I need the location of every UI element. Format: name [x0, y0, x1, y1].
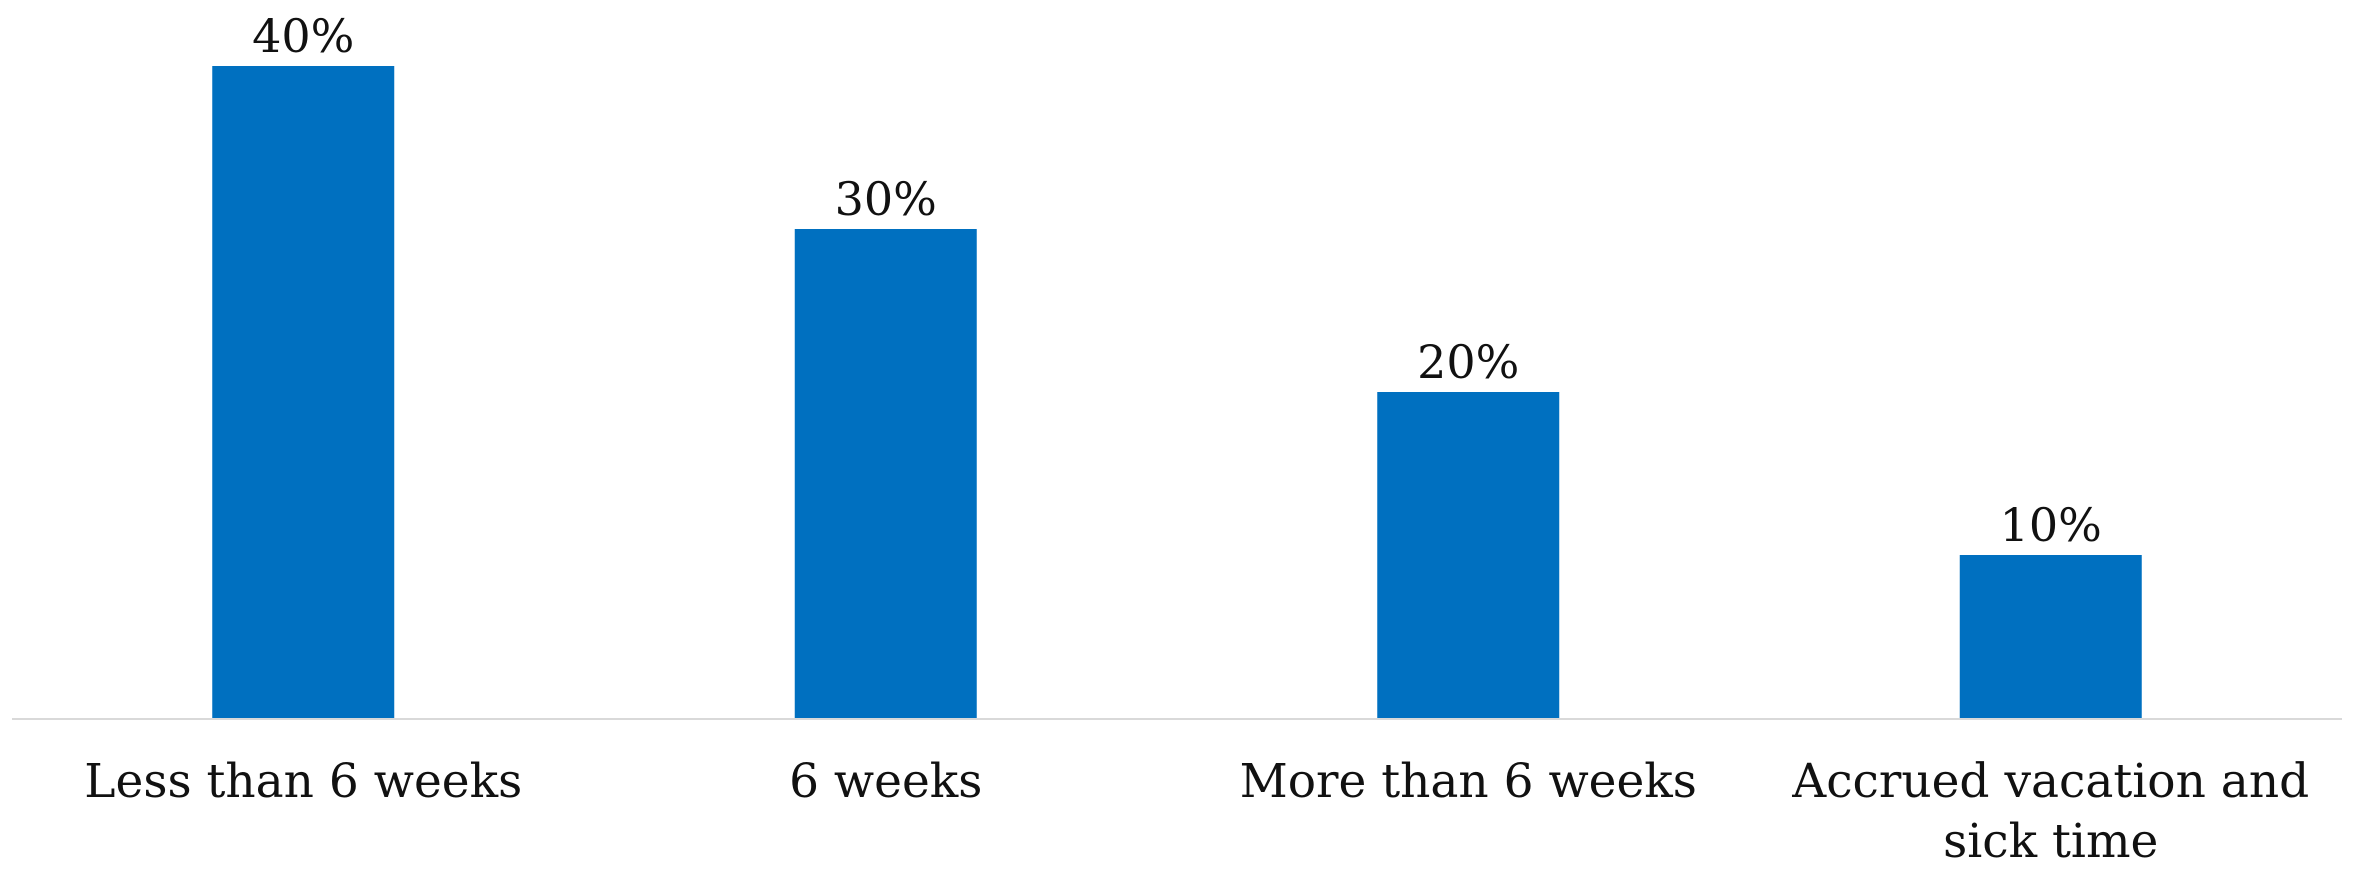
bar [212, 66, 395, 718]
bar [1959, 555, 2142, 718]
bars-layer [212, 66, 2142, 718]
category-label: Less than 6 weeks [84, 754, 522, 809]
bar [794, 229, 977, 718]
data-label: 30% [835, 172, 937, 226]
category-label: More than 6 weeks [1240, 754, 1697, 809]
category-label-line: More than 6 weeks [1240, 754, 1697, 809]
category-label-line: sick time [1943, 814, 2158, 866]
bar [1377, 392, 1560, 718]
category-label: 6 weeks [789, 754, 982, 809]
category-label: Accrued vacation and sick time [1791, 754, 2309, 866]
data-label: 10% [2000, 498, 2102, 552]
category-label-line: Less than 6 weeks [84, 754, 522, 809]
category-label-line: 6 weeks [789, 754, 982, 809]
category-labels-layer: Less than 6 weeks 6 weeks More than 6 week… [84, 754, 2309, 869]
data-labels-layer: 40% 30% 20% 10% [252, 9, 2102, 552]
data-label: 40% [252, 9, 354, 63]
category-label-line: Accrued vacation and [1791, 754, 2309, 809]
data-label: 20% [1417, 335, 1519, 389]
